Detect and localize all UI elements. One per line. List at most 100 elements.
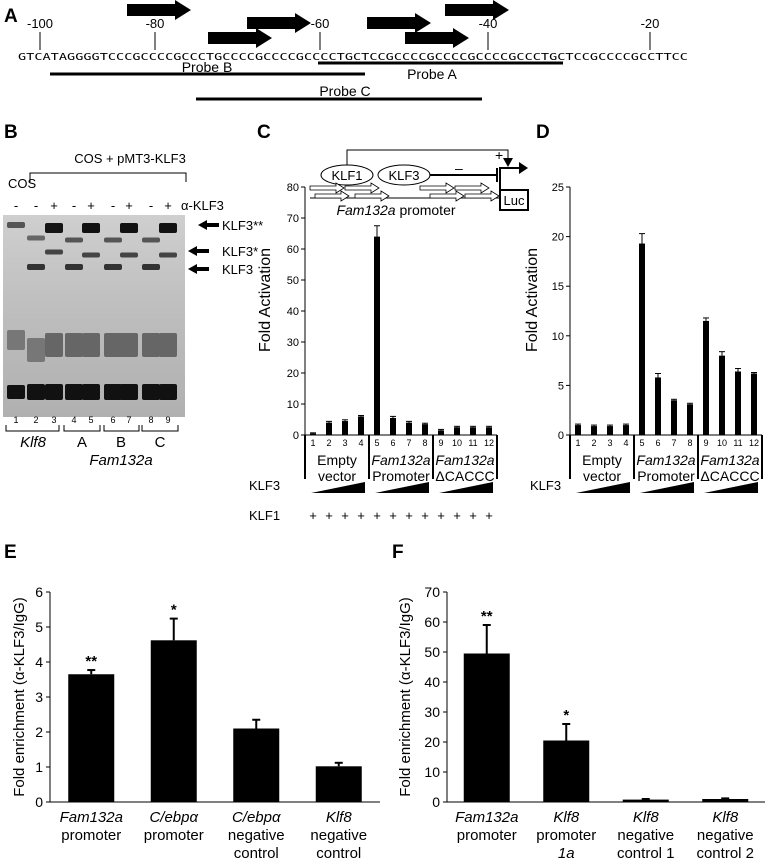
y-tick-label: 30 (287, 337, 299, 349)
lane-number: 11 (468, 438, 477, 448)
antibody-sign: - (149, 198, 153, 213)
lane-numbers: 1 2 3 4 5 6 7 8 9 (13, 415, 170, 425)
panel-e-label: E (4, 542, 17, 563)
gel-bands (7, 222, 177, 400)
group-label: Fam132a (636, 452, 695, 468)
arrow-right-icon (464, 190, 500, 202)
arrow-right-icon (419, 182, 455, 194)
y-tick-label: 50 (424, 644, 440, 660)
gel-band (65, 237, 83, 243)
category-label: C/ebpα (232, 809, 281, 826)
activation-plus: + (495, 147, 503, 163)
lane-number: 9 (703, 438, 708, 448)
category-label: negative (617, 827, 674, 844)
bar (719, 355, 725, 435)
klf1-sign: + (373, 508, 381, 523)
y-tick-label: 30 (424, 704, 440, 720)
lane-number: 5 (374, 438, 379, 448)
y-tick-label: 5 (558, 380, 564, 392)
luciferase-box (499, 189, 529, 211)
group-label: Fam132a (371, 452, 430, 468)
bar (150, 640, 197, 802)
lane-group-brackets (5, 425, 179, 432)
y-tick-label: 15 (552, 281, 564, 293)
group-label: Promoter (372, 468, 430, 484)
arrow-right-icon (454, 182, 490, 194)
group-label: ΔCACCC (700, 468, 759, 484)
klf3-dose-wedge (704, 482, 758, 493)
antibody-sign: - (111, 198, 115, 213)
band-label: KLF3 (222, 262, 253, 277)
probe-a-label: Probe A (407, 66, 457, 82)
bar (622, 799, 669, 802)
y-tick-label: 70 (424, 584, 440, 600)
y-tick-label: 25 (552, 182, 564, 194)
panel-d-label: D (536, 122, 550, 143)
gel-band (120, 333, 138, 357)
bar (68, 674, 115, 802)
y-tick-label: 80 (287, 182, 299, 194)
lane-number: 2 (33, 415, 38, 425)
chart-e: 0 1 2 3 4 5 6 Fold enrichment (α-KLF3/IgG) ** Fam… (11, 584, 380, 862)
klf1-sign: + (389, 508, 397, 523)
klf1-sign: + (485, 508, 493, 523)
category-label: Fam132a (455, 809, 518, 826)
arrow-right-icon (519, 162, 528, 174)
caccc-arrow-icon (405, 28, 469, 48)
lane-number: 5 (639, 438, 644, 448)
panel-c-label: C (257, 122, 271, 143)
bar (470, 427, 476, 435)
gel-band (104, 237, 122, 243)
bar (702, 799, 749, 802)
lane-number: 10 (452, 438, 462, 448)
band-label: KLF3** (222, 218, 263, 233)
lane-number: 6 (655, 438, 660, 448)
construct-header: COS + pMT3-KLF3 (74, 151, 186, 166)
y-tick-label: 10 (552, 331, 564, 343)
gel-group-bottom-label: Fam132a (89, 452, 152, 469)
y-tick-label: 20 (287, 368, 299, 380)
lane-number: 2 (326, 438, 331, 448)
gel-band (120, 223, 138, 233)
group-label: Promoter (637, 468, 695, 484)
category-label: C/ebpα (149, 809, 198, 826)
bar (486, 427, 492, 435)
promoter-name: Fam132a (336, 202, 395, 218)
y-tick-label: 2 (35, 724, 43, 740)
klf3-dose-wedge (439, 482, 493, 493)
group-label: ΔCACCC (435, 468, 494, 484)
caccc-arrow-icon (247, 13, 311, 33)
group-label: Empty (317, 452, 357, 468)
cos-label: COS (8, 176, 37, 191)
lane-number: 3 (607, 438, 612, 448)
category-label: control (316, 845, 361, 862)
category-label: negative (697, 827, 754, 844)
band-label: KLF3* (222, 244, 258, 259)
gel-band (7, 385, 25, 399)
gel-image (3, 215, 185, 417)
bar (326, 422, 332, 435)
klf3-dose-wedge (375, 482, 429, 493)
klf3-dose-wedge (576, 482, 630, 493)
arrow-left-icon (188, 264, 209, 274)
bar (406, 422, 412, 435)
category-label: promoter (144, 827, 204, 844)
klf3-row-label: KLF3 (530, 478, 561, 493)
gel-band (159, 223, 177, 233)
gel-band (45, 333, 63, 357)
probe-c-label: Probe C (319, 83, 370, 99)
antibody-label: α-KLF3 (181, 198, 224, 213)
gel-band (82, 223, 100, 233)
panel-f: F 0 10 20 30 40 50 60 70 Fold enrichment (α-KLF3… (392, 542, 765, 862)
lane-number: 7 (126, 415, 131, 425)
klf1-sign-row: + + + + + + + + + + + + (309, 508, 493, 523)
reporter-label: Luc (504, 193, 525, 208)
gel-band (82, 384, 100, 400)
lane-number: 6 (110, 415, 115, 425)
category-label: Klf8 (712, 809, 739, 826)
gel-group-label: A (77, 434, 87, 451)
bar (342, 421, 348, 435)
panel-f-label: F (392, 542, 404, 563)
